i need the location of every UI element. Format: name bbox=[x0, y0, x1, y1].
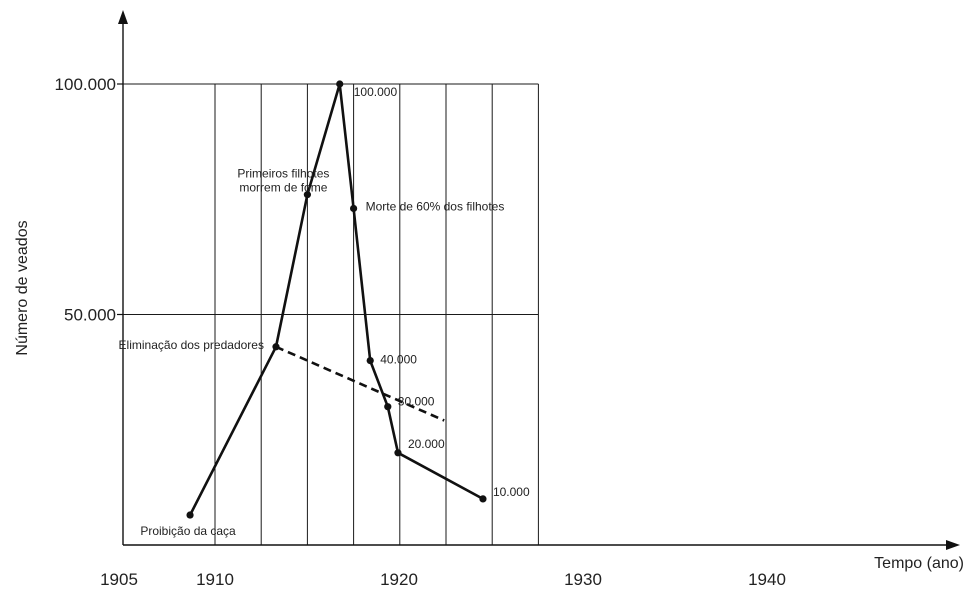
annotation-label: Morte de 60% dos filhotes bbox=[366, 199, 505, 213]
grid bbox=[123, 83, 539, 545]
data-point bbox=[186, 511, 194, 519]
x-axis-arrow bbox=[946, 540, 960, 550]
x-axis-title: Tempo (ano) bbox=[874, 555, 964, 572]
annotation-label: 100.000 bbox=[354, 85, 398, 99]
annotation-label: Eliminação dos predadores bbox=[119, 338, 264, 352]
annotation-label: Primeiros filhotes bbox=[237, 167, 329, 181]
data-points bbox=[186, 80, 487, 519]
annotation-label: 30.000 bbox=[398, 395, 435, 409]
y-axis-title: Número de veados bbox=[14, 220, 31, 355]
data-point bbox=[366, 357, 374, 365]
x-tick-label: 1920 bbox=[380, 570, 418, 589]
data-point bbox=[394, 449, 402, 457]
data-point bbox=[303, 191, 311, 199]
annotation-label: 20.000 bbox=[408, 437, 445, 451]
data-point bbox=[336, 80, 344, 88]
annotation-label: 40.000 bbox=[380, 353, 417, 367]
data-point bbox=[384, 403, 392, 411]
annotation-label: Proibição da caça bbox=[140, 524, 236, 538]
labels: Proibição da caça Eliminação dos predador… bbox=[119, 85, 530, 538]
x-tick-label: 1910 bbox=[196, 570, 234, 589]
data-point bbox=[272, 343, 280, 351]
annotation-label: 10.000 bbox=[493, 485, 530, 499]
data-point bbox=[350, 204, 358, 213]
y-tick-label: 50.000 bbox=[64, 306, 116, 325]
x-tick-label: 1940 bbox=[748, 570, 786, 589]
data-point bbox=[479, 495, 487, 503]
x-tick-label: 1905 bbox=[100, 570, 138, 589]
y-tick-label: 100.000 bbox=[55, 75, 116, 94]
y-axis-arrow bbox=[118, 10, 128, 24]
dashed-series-line bbox=[275, 345, 445, 422]
annotation-label: morrem de fome bbox=[239, 181, 327, 195]
axes: 1905 1910 1920 1930 1940 50.000 100.000 bbox=[55, 10, 960, 589]
x-tick-label: 1930 bbox=[564, 570, 602, 589]
